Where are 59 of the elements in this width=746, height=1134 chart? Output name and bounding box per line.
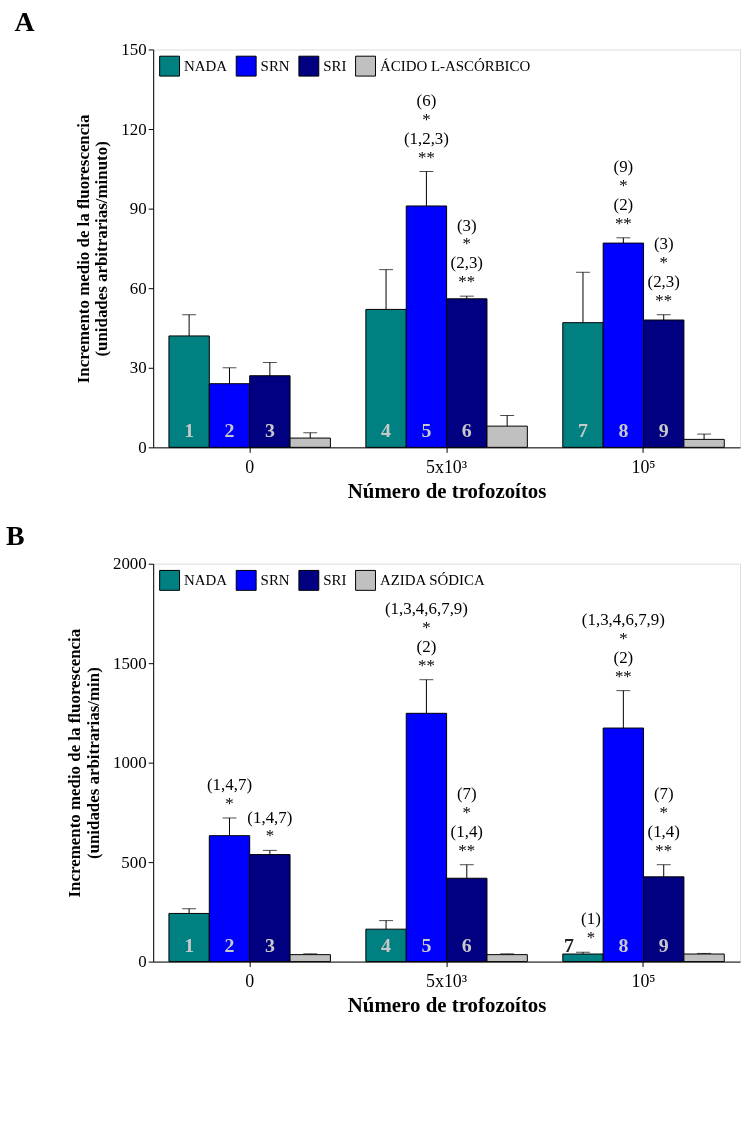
annotation: 2 [224,933,235,956]
x-tick-label: 0 [245,970,255,991]
y-tick-label: 30 [129,358,147,378]
annotation: (1,3,4,6,7,9) * (2) ** [581,609,665,686]
annotation: (3) * (2,3) ** [450,215,483,292]
x-tick-label: 10⁵ [631,456,656,477]
x-tick-label: 5x10³ [426,456,468,477]
annotation: (6) * (1,2,3) ** [403,90,449,167]
annotation: 4 [381,419,392,442]
x-tick-label: 5x10³ [426,970,468,991]
annotation: 5 [421,419,432,442]
y-tick-label: 2000 [112,554,147,574]
annotation: 7 [578,419,589,442]
legend-label: SRN [260,58,290,75]
legend-label: ÁCIDO L-ASCÓRBICO [379,58,531,75]
chart-title: A [14,5,35,37]
annotation: 7 [564,934,575,957]
legend-label: SRI [323,572,347,589]
annotation: (7) * (1,4) ** [450,784,483,860]
annotation: (1,4,7) * [247,807,293,846]
annotation: 2 [224,419,235,442]
legend-label: SRN [260,572,290,589]
chart-title: B [5,519,25,551]
y-tick-label: 1000 [112,753,147,773]
y-axis-title: Incremento medio de la fluorescencia (unidades arbitrarias/minuto) [73,114,112,384]
annotation: 6 [461,419,472,442]
annotation: (1) * [581,909,601,948]
annotation: 3 [264,419,275,442]
annotation: 1 [184,933,195,956]
y-tick-label: 90 [129,199,147,219]
annotation: 6 [461,933,472,956]
y-tick-label: 120 [121,119,147,139]
legend-label: NADA [184,58,228,75]
y-tick-label: 60 [129,278,147,298]
legend-label: AZIDA SÓDICA [379,572,485,589]
x-tick-label: 10⁵ [631,970,656,991]
legend-label: NADA [184,572,228,589]
annotation: (3) * (2,3) ** [647,234,680,310]
legend-label: SRI [323,58,347,75]
y-tick-label: 150 [121,39,147,59]
y-axis-title: Incremento medio de la fluorescencia (unidades arbitrarias/min) [65,628,103,898]
annotation: 5 [421,933,432,956]
x-axis-title: Número de trofozoítos [347,478,547,503]
annotation: 1 [184,419,195,442]
y-tick-label: 0 [138,437,147,457]
annotation: (9) * (2) ** [613,157,634,233]
x-axis-title: Número de trofozoítos [347,992,547,1017]
annotation: (1,3,4,6,7,9) * (2) ** [384,599,468,675]
x-tick-label: 0 [245,456,255,477]
y-tick-label: 1500 [112,653,147,673]
annotation: 3 [264,933,275,956]
annotation: (7) * (1,4) ** [647,784,680,860]
y-tick-label: 0 [138,952,147,972]
annotation: 9 [658,933,669,956]
annotation: 9 [658,419,669,442]
annotation: 8 [618,933,629,956]
y-tick-label: 500 [121,852,147,872]
annotation: 8 [618,419,629,442]
annotation: 4 [381,933,392,956]
